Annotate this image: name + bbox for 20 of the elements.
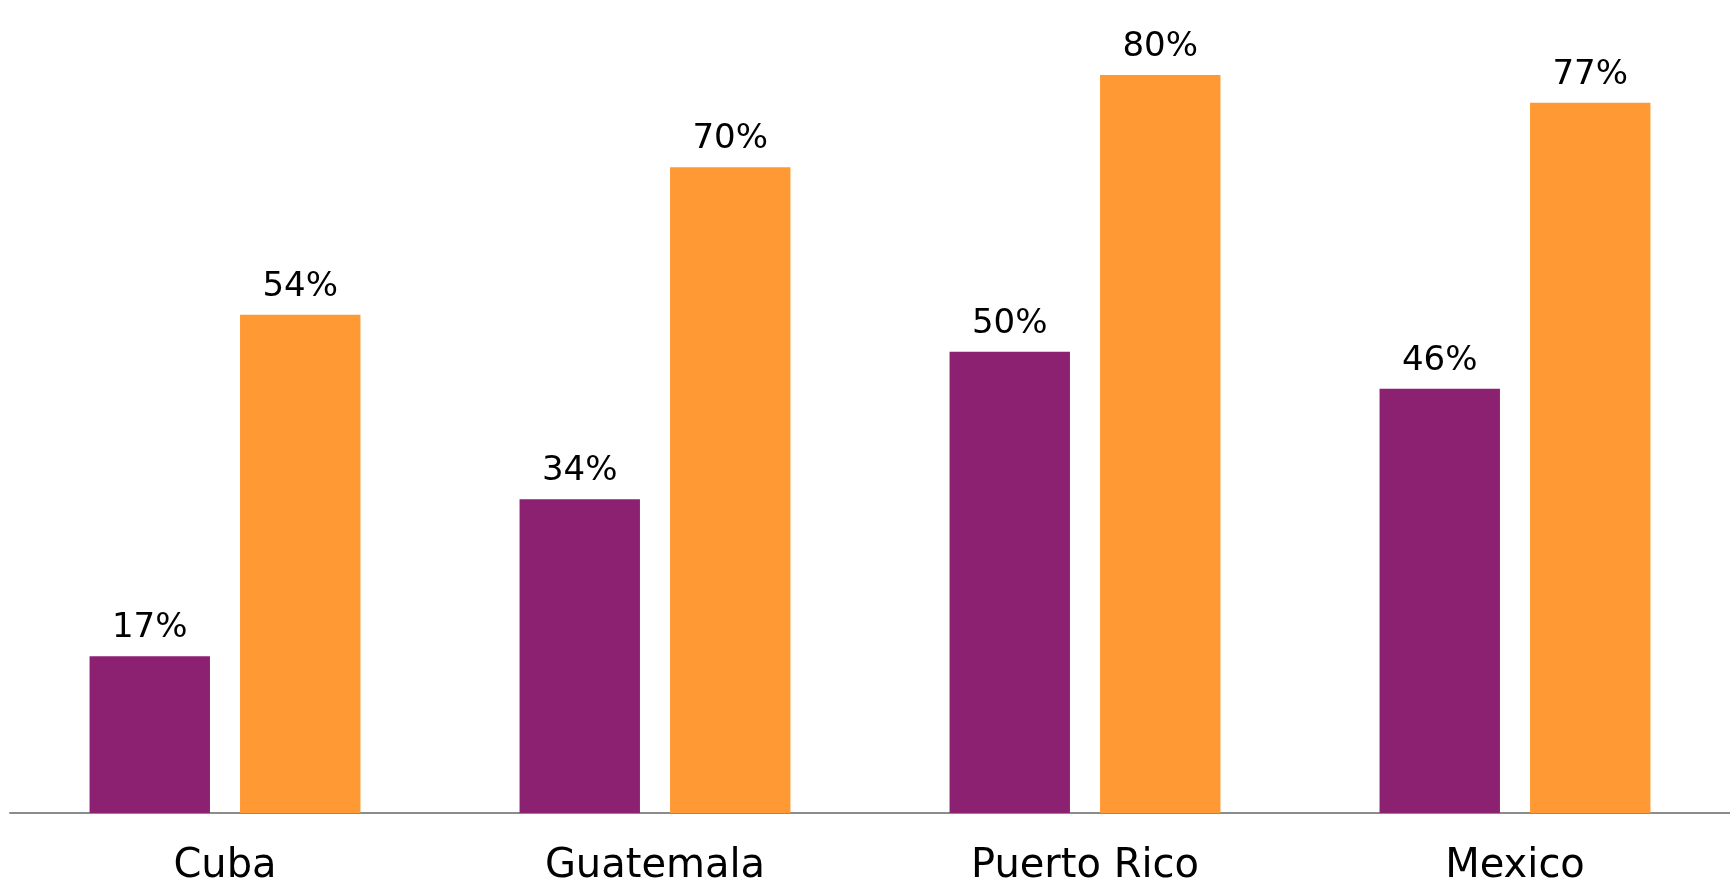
data-label: 50% xyxy=(971,300,1048,341)
bar xyxy=(1379,388,1500,813)
bar xyxy=(1530,102,1651,813)
data-label: 34% xyxy=(541,448,618,489)
x-tick-label: Guatemala xyxy=(544,840,766,886)
data-label: 17% xyxy=(111,605,188,646)
bar xyxy=(949,351,1070,813)
x-tick-label: Cuba xyxy=(173,840,277,886)
data-label: 77% xyxy=(1552,51,1629,92)
x-tick-label: Mexico xyxy=(1445,840,1585,886)
data-label: 54% xyxy=(262,263,339,304)
x-tick-label: Puerto Rico xyxy=(970,840,1200,886)
data-label: 80% xyxy=(1122,24,1199,64)
bar xyxy=(240,314,361,813)
bar xyxy=(670,167,791,813)
bar xyxy=(1100,75,1221,813)
data-label: 70% xyxy=(692,116,769,157)
bar xyxy=(519,499,640,813)
bar xyxy=(89,656,210,813)
data-label: 46% xyxy=(1401,337,1478,378)
